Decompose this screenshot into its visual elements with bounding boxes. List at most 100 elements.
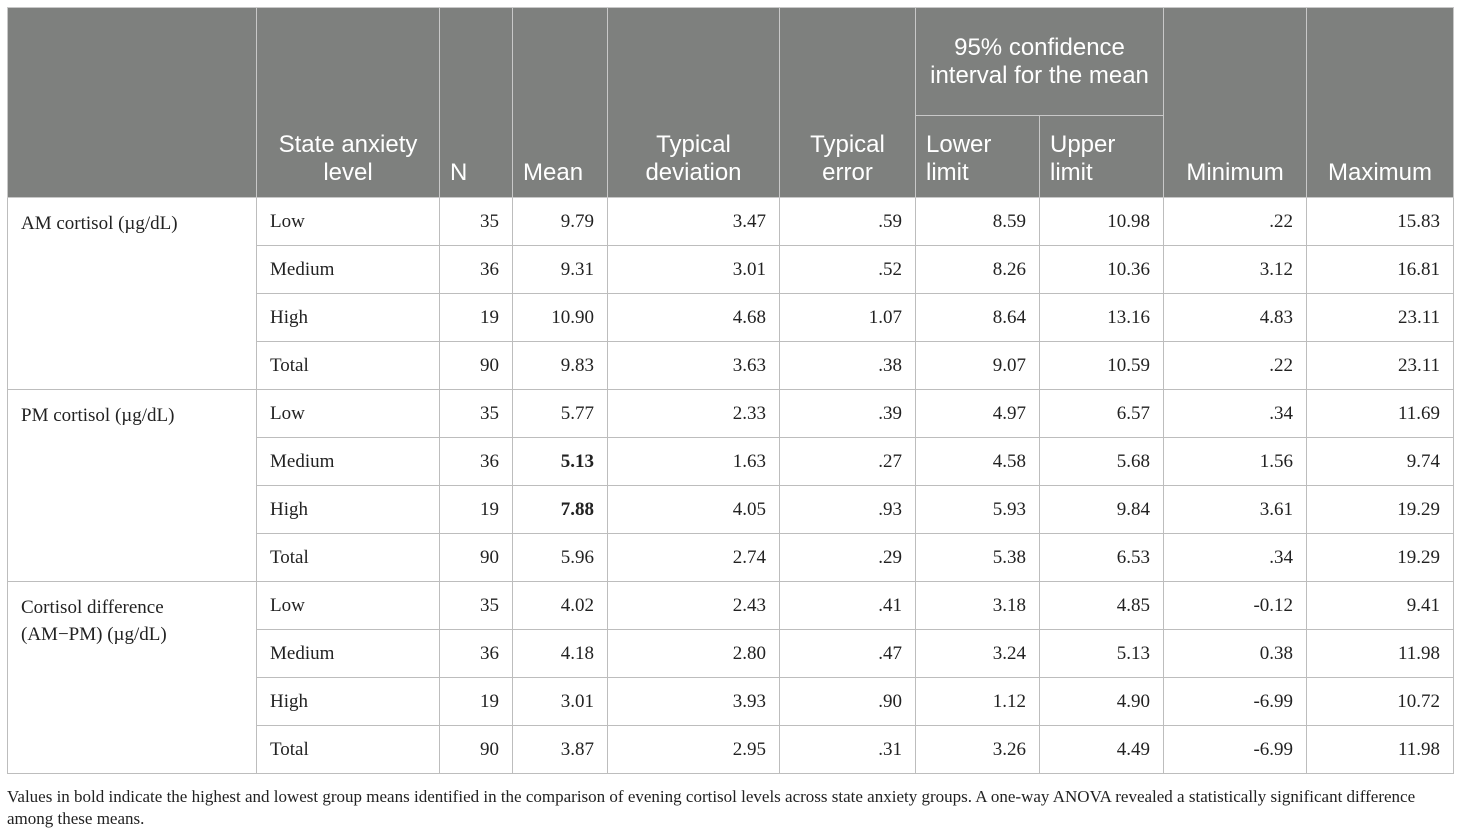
sd-cell: 2.95 [607, 725, 780, 774]
mean-cell: 5.96 [512, 533, 608, 582]
upper-cell: 4.85 [1038, 581, 1165, 630]
level-cell: High [256, 677, 440, 726]
lower-cell: 3.26 [915, 725, 1040, 774]
upper-cell: 6.57 [1038, 389, 1165, 438]
table-footnote: Values in bold indicate the highest and … [7, 787, 1416, 828]
n-cell: 19 [439, 677, 513, 726]
sd-cell: 1.63 [607, 437, 780, 486]
se-cell: .59 [779, 197, 916, 246]
upper-cell: 13.16 [1038, 293, 1165, 342]
upper-cell: 4.90 [1038, 677, 1165, 726]
max-cell: 9.41 [1306, 581, 1455, 630]
header-confidence-interval: 95% confidence interval for the mean [914, 7, 1165, 116]
table-row: Medium 36 4.18 2.80.47 3.24 5.13 0.38 11.98 [8, 629, 1455, 678]
upper-cell: 10.98 [1038, 197, 1165, 246]
header-n: N [439, 7, 513, 198]
se-cell: .27 [779, 437, 916, 486]
header-minimum: Minimum [1163, 7, 1308, 198]
se-cell: .38 [779, 341, 916, 390]
n-cell: 36 [439, 245, 513, 294]
header-mean: Mean [512, 7, 608, 198]
n-cell: 19 [439, 293, 513, 342]
min-cell: -6.99 [1163, 725, 1308, 774]
table-row: High 19 7.88 4.05.93 5.93 9.84 3.61 19.29 [8, 485, 1455, 534]
se-cell: .47 [779, 629, 916, 678]
data-table-container: State anxiety level N Mean Typical devia… [7, 7, 1455, 774]
lower-cell: 5.93 [915, 485, 1040, 534]
upper-cell: 5.68 [1038, 437, 1165, 486]
header-typical-deviation: Typical deviation [607, 7, 780, 198]
lower-cell: 1.12 [915, 677, 1040, 726]
lower-cell: 8.59 [915, 197, 1040, 246]
max-cell: 19.29 [1306, 485, 1455, 534]
lower-cell: 4.97 [915, 389, 1040, 438]
min-cell: .22 [1163, 197, 1308, 246]
n-cell: 36 [439, 437, 513, 486]
table-row: Medium 36 5.13 1.63.27 4.58 5.68 1.56 9.74 [8, 437, 1455, 486]
min-cell: .34 [1163, 389, 1308, 438]
table-header: State anxiety level N Mean Typical devia… [7, 7, 1455, 198]
sd-cell: 2.74 [607, 533, 780, 582]
level-cell: Low [256, 197, 440, 246]
sd-cell: 3.63 [607, 341, 780, 390]
sd-cell: 2.43 [607, 581, 780, 630]
mean-cell: 3.01 [512, 677, 608, 726]
se-cell: .29 [779, 533, 916, 582]
se-cell: .41 [779, 581, 916, 630]
header-state-anxiety-level: State anxiety level [256, 7, 440, 198]
se-cell: .52 [779, 245, 916, 294]
max-cell: 11.98 [1306, 725, 1455, 774]
max-cell: 15.83 [1306, 197, 1455, 246]
max-cell: 23.11 [1306, 341, 1455, 390]
upper-cell: 6.53 [1038, 533, 1165, 582]
level-cell: High [256, 485, 440, 534]
level-cell: High [256, 293, 440, 342]
lower-cell: 3.18 [915, 581, 1040, 630]
min-cell: -6.99 [1163, 677, 1308, 726]
mean-cell: 5.77 [512, 389, 608, 438]
mean-cell: 9.83 [512, 341, 608, 390]
min-cell: -0.12 [1163, 581, 1308, 630]
max-cell: 23.11 [1306, 293, 1455, 342]
min-cell: 3.12 [1163, 245, 1308, 294]
n-cell: 35 [439, 197, 513, 246]
min-cell: 3.61 [1163, 485, 1308, 534]
level-cell: Medium [256, 437, 440, 486]
cortisol-table: State anxiety level N Mean Typical devia… [7, 7, 1455, 774]
sd-cell: 4.05 [607, 485, 780, 534]
upper-cell: 5.13 [1038, 629, 1165, 678]
sd-cell: 2.33 [607, 389, 780, 438]
table-row: AM cortisol (µg/dL) Low 35 9.79 3.47.59 8.59 1… [7, 197, 1455, 390]
lower-cell: 5.38 [915, 533, 1040, 582]
mean-cell: 10.90 [512, 293, 608, 342]
mean-cell: 9.79 [512, 197, 608, 246]
n-cell: 90 [439, 533, 513, 582]
mean-cell: 3.87 [512, 725, 608, 774]
n-cell: 36 [439, 629, 513, 678]
max-cell: 19.29 [1306, 533, 1455, 582]
se-cell: .93 [779, 485, 916, 534]
table-row: Total 90 9.83 3.63.38 9.07 10.59.22 23.11 [8, 341, 1455, 390]
lower-cell: 8.26 [915, 245, 1040, 294]
upper-cell: 9.84 [1038, 485, 1165, 534]
header-upper-limit: Upper limit [1038, 115, 1165, 198]
table-row: High 19 3.01 3.93.90 1.12 4.90 -6.99 10.72 [8, 677, 1455, 726]
n-cell: 90 [439, 725, 513, 774]
max-cell: 16.81 [1306, 245, 1455, 294]
mean-cell: 9.31 [512, 245, 608, 294]
mean-cell: 4.18 [512, 629, 608, 678]
lower-cell: 9.07 [915, 341, 1040, 390]
table-body: AM cortisol (µg/dL) Low 35 9.79 3.47.59 8.59 1… [7, 197, 1455, 774]
mean-cell: 7.88 [512, 485, 608, 534]
min-cell: 0.38 [1163, 629, 1308, 678]
max-cell: 11.69 [1306, 389, 1455, 438]
header-maximum: Maximum [1306, 7, 1455, 198]
min-cell: 1.56 [1163, 437, 1308, 486]
header-variable [7, 7, 257, 198]
lower-cell: 8.64 [915, 293, 1040, 342]
upper-cell: 4.49 [1038, 725, 1165, 774]
table-row: Medium 36 9.31 3.01.52 8.26 10.36 3.12 16.81 [8, 245, 1455, 294]
upper-cell: 10.36 [1038, 245, 1165, 294]
table-row: Cortisol difference (AM−PM) (µg/dL) Low 35… [7, 581, 1455, 774]
lower-cell: 3.24 [915, 629, 1040, 678]
